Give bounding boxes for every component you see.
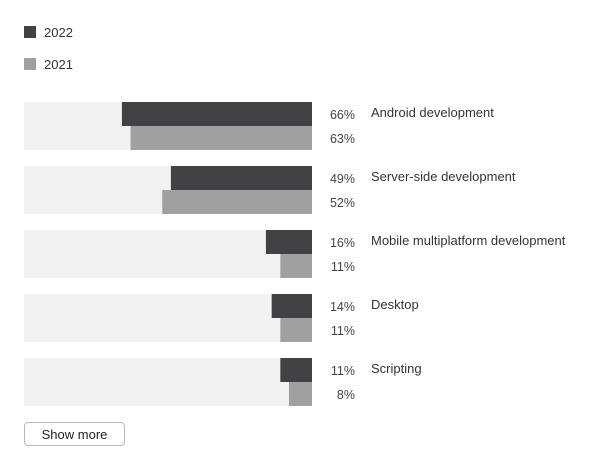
bar-2022-server-side-development: [170, 166, 312, 190]
legend-swatch-2021: [24, 58, 36, 70]
bar-2021-android-development: [130, 126, 312, 150]
bar-track-scripting: [24, 358, 312, 406]
category-label-mobile-multiplatform-development: Mobile multiplatform development: [371, 233, 566, 248]
value-label-2022-android-development: 66%: [330, 108, 355, 122]
value-label-2021-scripting: 8%: [337, 388, 355, 402]
value-label-2022-server-side-development: 49%: [330, 172, 355, 186]
category-label-android-development: Android development: [371, 105, 494, 120]
bar-2022-android-development: [121, 102, 312, 126]
legend-label-2021: 2021: [44, 56, 73, 72]
value-label-2021-android-development: 63%: [330, 132, 355, 146]
legend-swatch-2022: [24, 26, 36, 38]
chart-legend: 2022 2021: [24, 20, 73, 84]
bar-2021-mobile-multiplatform-development: [280, 254, 312, 278]
bar-2021-desktop: [280, 318, 312, 342]
bar-track-desktop: [24, 294, 312, 342]
show-more-button[interactable]: Show more: [24, 422, 125, 446]
bar-track-mobile-multiplatform-development: [24, 230, 312, 278]
bar-2022-mobile-multiplatform-development: [265, 230, 312, 254]
bar-2022-desktop: [271, 294, 312, 318]
value-label-2022-mobile-multiplatform-development: 16%: [330, 236, 355, 250]
bar-2021-scripting: [288, 382, 312, 406]
value-label-2021-desktop: 11%: [331, 324, 355, 338]
bar-2022-scripting: [280, 358, 312, 382]
category-label-desktop: Desktop: [371, 297, 419, 312]
legend-label-2022: 2022: [44, 24, 73, 40]
value-label-2022-desktop: 14%: [330, 300, 355, 314]
value-label-2021-mobile-multiplatform-development: 11%: [331, 260, 355, 274]
legend-item-2021: 2021: [24, 52, 73, 76]
value-label-2021-server-side-development: 52%: [330, 196, 355, 210]
legend-item-2022: 2022: [24, 20, 73, 44]
category-label-scripting: Scripting: [371, 361, 422, 376]
bar-chart: 66% 63% Android development 49% 52% Server-si…: [24, 102, 566, 406]
bar-2021-server-side-development: [162, 190, 312, 214]
category-label-server-side-development: Server-side development: [371, 169, 516, 184]
value-label-2022-scripting: 11%: [331, 364, 355, 378]
